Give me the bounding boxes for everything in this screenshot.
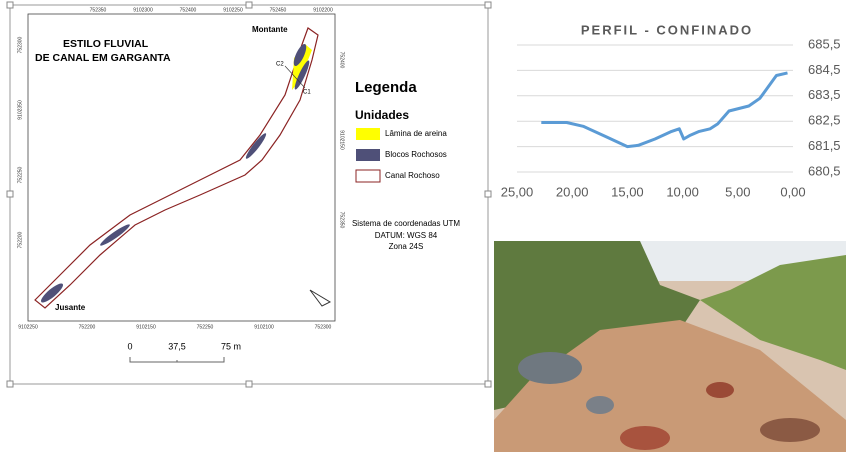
coord-label: 752400	[339, 52, 345, 69]
crs-text: Sistema de coordenadas UTM	[352, 219, 460, 228]
x-tick-label: 0,00	[780, 184, 805, 199]
map-area	[27, 13, 336, 322]
downstream-label: Jusante	[55, 303, 86, 312]
legend-swatch	[355, 169, 381, 183]
legend-title: Legenda	[355, 79, 417, 96]
coord-label: 752250	[17, 166, 23, 183]
coord-label: 752250	[197, 324, 214, 330]
legend-label: Lâmina de areina	[385, 129, 447, 138]
crs-text: DATUM: WGS 84	[375, 231, 438, 240]
section-label: C1	[303, 90, 311, 96]
x-tick-label: 25,00	[501, 184, 534, 199]
profile-line	[541, 71, 788, 149]
scale-bar	[129, 357, 225, 363]
chart-title: PERFIL - CONFINADO	[581, 22, 753, 37]
map-title: DE CANAL EM GARGANTA	[35, 52, 171, 64]
y-tick-label: 682,5	[808, 113, 841, 128]
coord-label: 9102200	[313, 7, 333, 13]
coord-label: 752300	[17, 36, 23, 53]
rock-blocks	[40, 43, 310, 303]
scale-label: 75 m	[221, 341, 241, 351]
coord-label: 752350	[339, 212, 345, 229]
crs-text: Zona 24S	[389, 242, 424, 251]
x-tick-label: 15,00	[611, 184, 644, 199]
coord-label: 752350	[90, 7, 107, 13]
legend-label: Blocos Rochosos	[385, 150, 447, 159]
x-tick-label: 10,00	[666, 184, 699, 199]
legend-swatch	[356, 128, 380, 140]
y-tick-label: 680,5	[808, 163, 841, 178]
y-tick-label: 685,5	[808, 36, 841, 51]
scale-label: 37,5	[168, 341, 186, 351]
legend-label: Canal Rochoso	[385, 171, 440, 180]
photo	[494, 241, 846, 452]
legend-subtitle: Unidades	[355, 108, 409, 122]
y-tick-label: 683,5	[808, 87, 841, 102]
coord-label: 9102300	[133, 7, 153, 13]
channel	[34, 27, 319, 309]
x-tick-label: 20,00	[556, 184, 589, 199]
y-tick-label: 681,5	[808, 138, 841, 153]
coord-label: 752200	[17, 231, 23, 248]
x-tick-label: 5,00	[725, 184, 750, 199]
coord-label: 752450	[270, 7, 287, 13]
coord-label: 9102350	[17, 100, 23, 120]
section-line	[284, 65, 306, 89]
coord-label: 9102100	[254, 324, 274, 330]
y-tick-label: 684,5	[808, 62, 841, 77]
map-title: ESTILO FLUVIAL	[63, 38, 149, 50]
coord-label: 9102150	[339, 130, 345, 150]
coord-label: 752200	[79, 324, 96, 330]
scale-label: 0	[127, 341, 132, 351]
map-panel: ESTILO FLUVIAL DE CANAL EM GARGANTA Mont…	[6, 1, 492, 388]
upstream-label: Montante	[252, 25, 288, 34]
coord-label: 9102250	[18, 324, 38, 330]
coord-label: 9102250	[223, 7, 243, 13]
coord-label: 752400	[180, 7, 197, 13]
frame-handles	[6, 1, 492, 388]
section-label: C2	[276, 62, 284, 68]
coord-label: 9102150	[136, 324, 156, 330]
legend-swatch	[356, 149, 380, 161]
north-arrow	[309, 289, 332, 307]
coord-label: 752300	[315, 324, 332, 330]
